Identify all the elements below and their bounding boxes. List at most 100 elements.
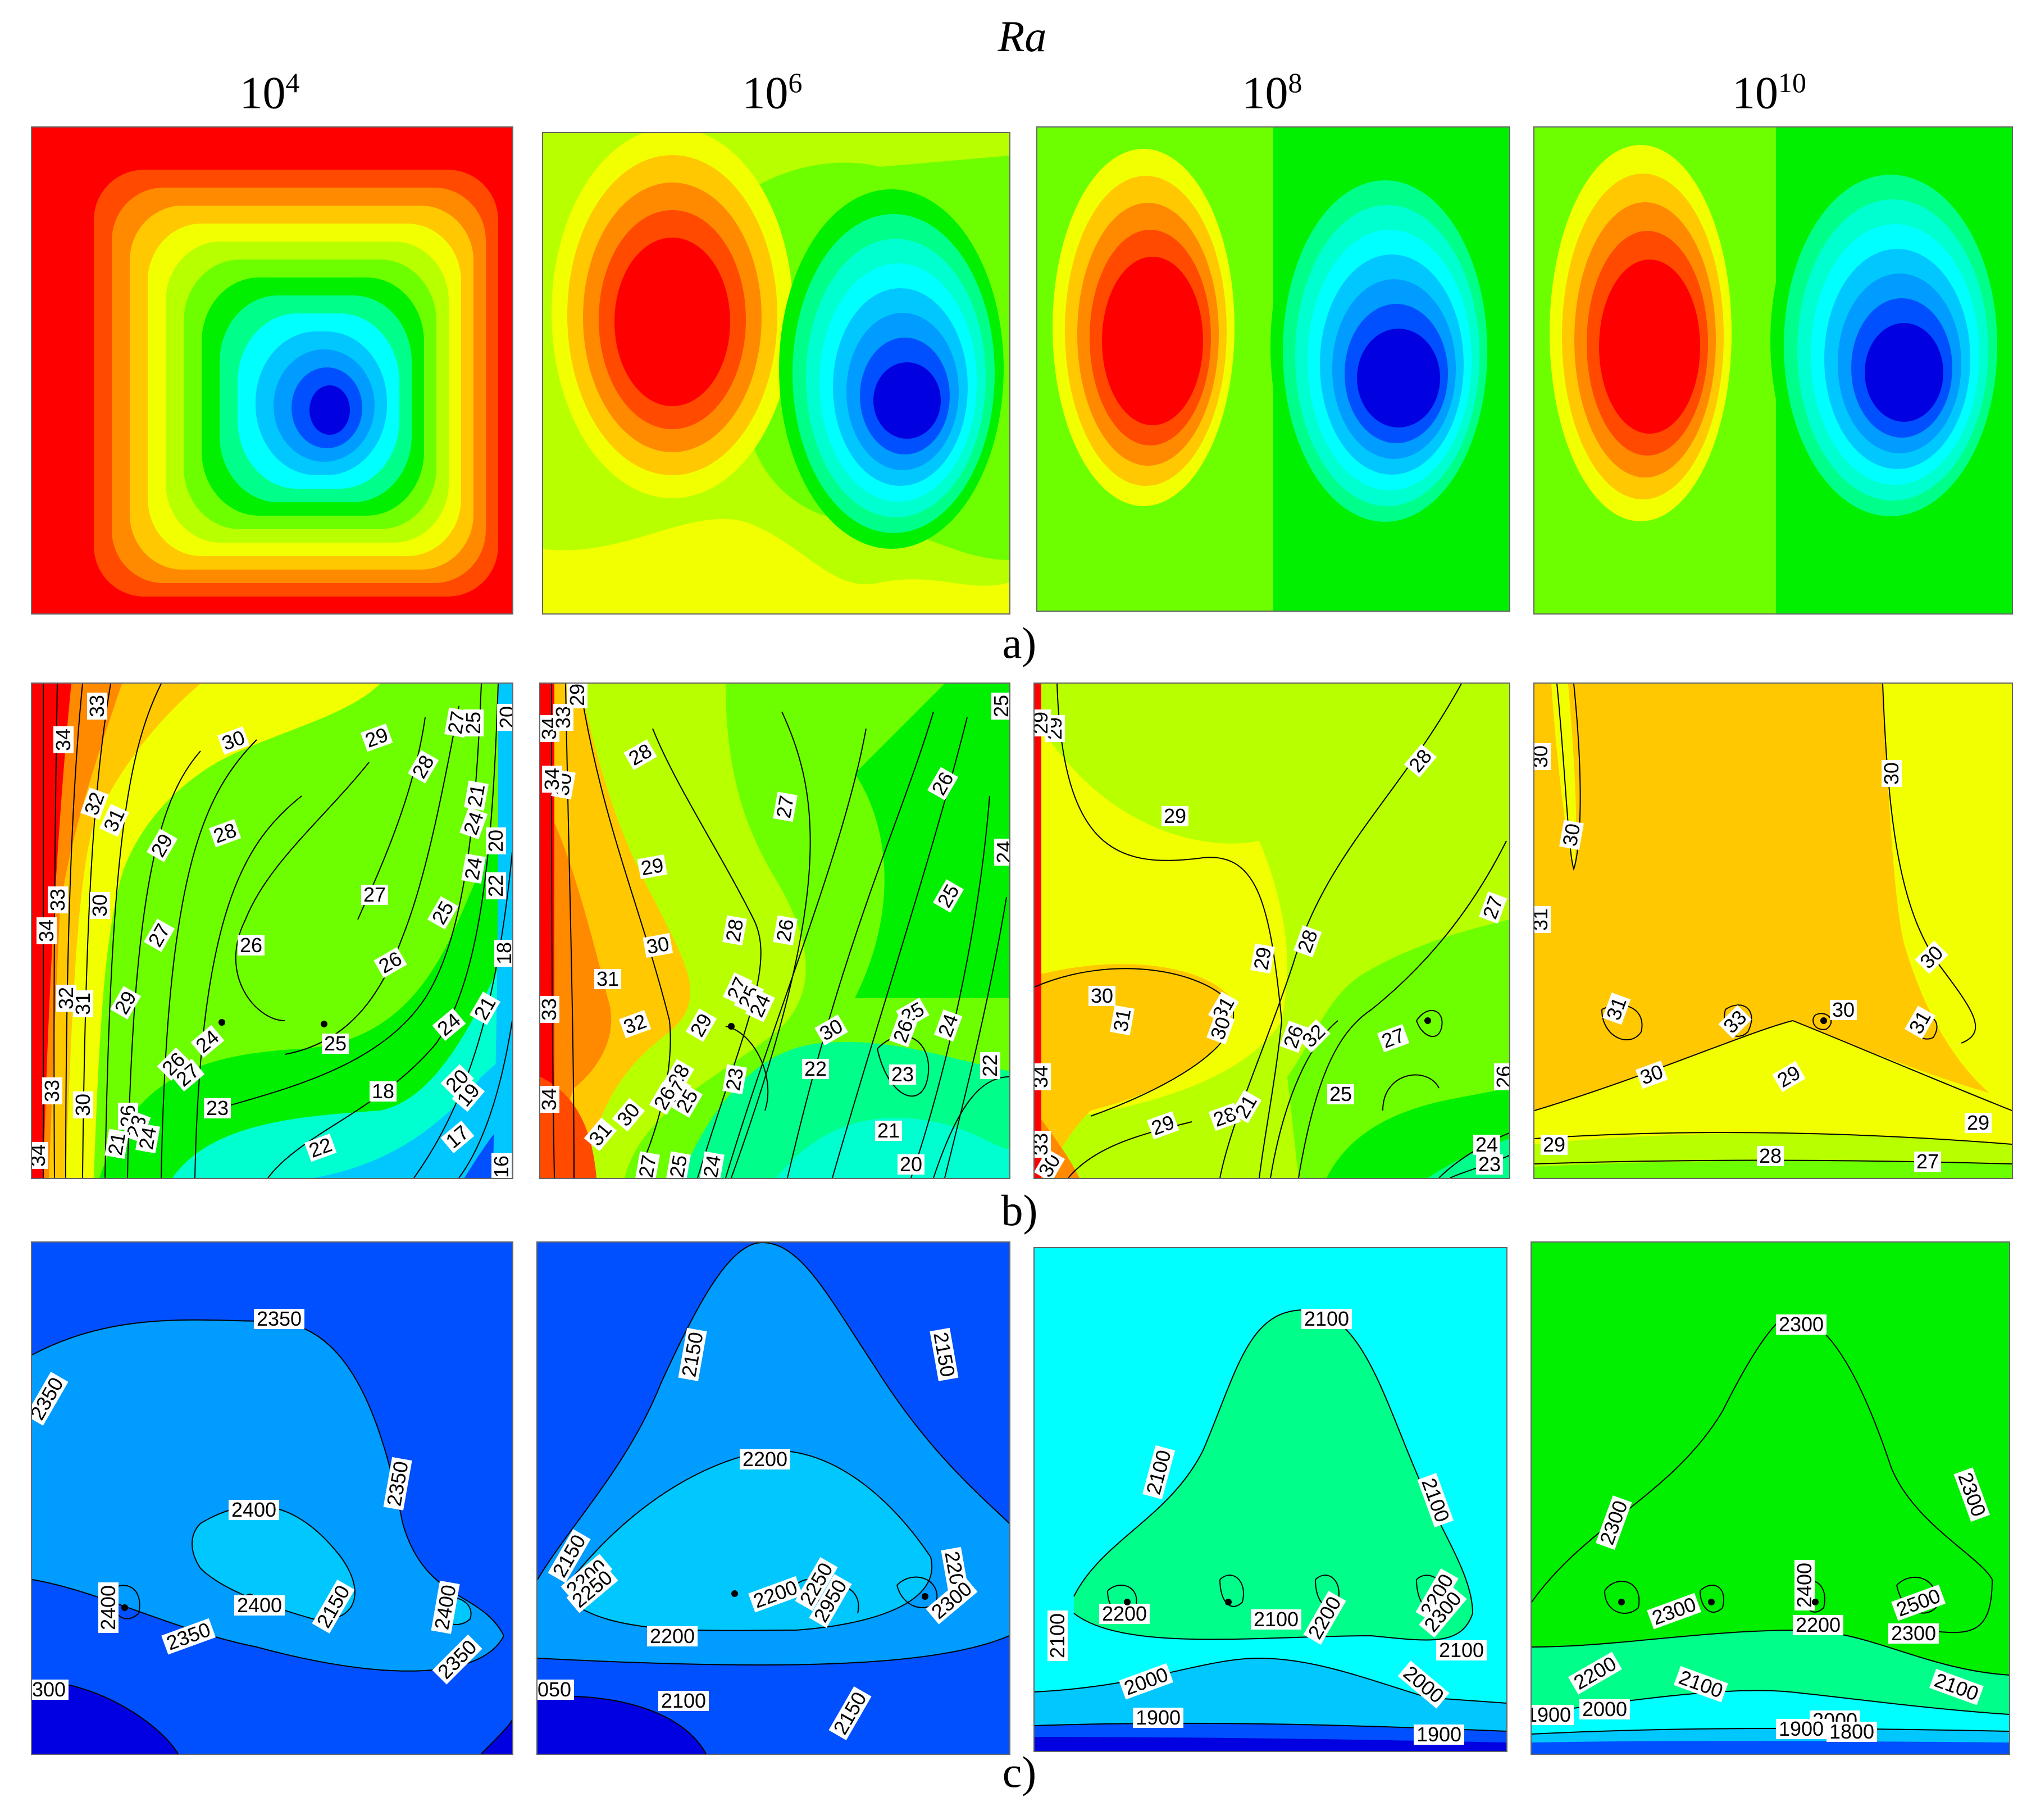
contour-label-bg — [934, 1009, 963, 1042]
contour-label-bg — [1891, 1584, 1946, 1621]
contour-label-bg — [1904, 1005, 1936, 1039]
contour-label-text: 21 — [463, 782, 489, 809]
contour-label-bg — [486, 872, 506, 899]
contour-line — [1604, 1581, 1640, 1614]
contour-label-bg — [1419, 1586, 1467, 1638]
contour-label-bg — [773, 915, 798, 946]
contour-label-bg — [1404, 744, 1437, 778]
contour-label-text: 30 — [1880, 762, 1903, 785]
contour-label-bg — [1476, 1154, 1503, 1175]
contour-label-text: 20 — [495, 706, 512, 729]
contour-label-bg — [991, 693, 1009, 720]
contour-label-bg — [647, 1626, 698, 1646]
contour-label: 30 — [643, 932, 673, 958]
contour-label-bg — [146, 829, 178, 862]
contour-label: 34 — [35, 917, 58, 944]
contour-label: 34 — [32, 1142, 49, 1169]
marker-dot — [1124, 1599, 1131, 1605]
contour-label: 2200 — [1793, 1613, 1843, 1636]
contour-label-bg — [612, 1098, 645, 1132]
contour-label-bg — [1327, 1084, 1354, 1104]
contour-label: 34 — [1035, 1063, 1052, 1090]
contour-label-text: 30 — [71, 1094, 94, 1116]
mid-band — [32, 1320, 504, 1671]
contour-label-text: 30 — [1091, 984, 1113, 1007]
contour-label-text: 28 — [721, 917, 748, 944]
contour-line — [481, 1719, 512, 1754]
contour-label-text: 1900 — [1779, 1717, 1824, 1740]
contour-label-text: 27 — [634, 1153, 661, 1178]
contour-label: 29 — [637, 853, 668, 880]
panel-a-ra-1e8 — [1036, 126, 1510, 612]
contour-label-text: 21 — [103, 1131, 130, 1157]
left-vortex-level-5 — [1599, 260, 1700, 434]
contour-label-text: 1900 — [1532, 1703, 1571, 1726]
contour-label: 2200 — [647, 1625, 698, 1648]
contour-label-text: 29 — [639, 853, 666, 880]
left-vortex-level-5 — [1102, 257, 1203, 425]
contour-label-text: 25 — [990, 695, 1009, 717]
contour-label-text: 20 — [900, 1153, 922, 1176]
contour-label-bg — [238, 935, 265, 956]
contour-label-bg — [1035, 1131, 1051, 1158]
contour-label-bg — [538, 1680, 574, 1700]
panel-b-ra-1e8: 29 28 29 28 29 27 30 31 31 30 26 32 27 25 26 29 28 21 24 23… — [1033, 683, 1510, 1179]
contour-label-text: 2200 — [1796, 1613, 1841, 1636]
contour-label-text: 21 — [877, 1119, 900, 1142]
contour-label-bg — [1793, 1615, 1843, 1635]
contour-label-bg — [740, 1449, 790, 1469]
contour-label-bg — [1647, 1593, 1702, 1630]
contour-label-bg — [623, 739, 657, 771]
contour-label-bg — [1297, 1019, 1331, 1053]
bottom-band-3 — [1534, 1161, 2012, 1178]
contour-line — [787, 711, 934, 1178]
contour-line — [538, 1635, 1009, 1666]
contour-label-bg — [322, 1034, 349, 1054]
contour-label-bg — [722, 915, 747, 946]
contour-label-bg — [635, 1151, 660, 1178]
contour-label: 25 — [322, 1032, 349, 1055]
contour-line — [538, 1243, 1009, 1580]
contour-label-bg — [828, 1686, 872, 1740]
contour-label: 2050 — [538, 1678, 574, 1701]
marker-dot — [728, 1023, 735, 1030]
contour-label-bg — [53, 726, 74, 753]
marker-dot — [1708, 1599, 1715, 1605]
contour-line — [1534, 1132, 2012, 1145]
contour-label: 2100 — [1046, 1610, 1069, 1661]
contour-label-text: 26 — [772, 917, 798, 944]
contour-label-bg — [32, 1680, 69, 1700]
panel-c-ra-1e8: 2100 2100 2100 2100 2200 2100 2200 2200 2300 2100… — [1033, 1247, 1507, 1752]
contour-label-bg — [1757, 1146, 1784, 1166]
marker-dot — [218, 1019, 225, 1026]
panel-b-ra-1e4: 34 33 30 29 28 27 25 20 32 31 29 28 33 30 27 27 26 26 25 24… — [31, 683, 513, 1179]
contour-label-bg — [171, 1058, 205, 1092]
contour-line — [82, 684, 111, 1178]
contour-label: 18 — [493, 940, 512, 967]
contour-label: 1900 — [1532, 1703, 1574, 1726]
contour-label-bg — [926, 1576, 978, 1625]
contour-label: 2100 — [658, 1689, 709, 1712]
contour-label-bg — [1534, 906, 1551, 933]
contour-label-bg — [1673, 1666, 1728, 1703]
contour-label-text: 26 — [240, 934, 262, 957]
contour-label-text: 30 — [1832, 998, 1855, 1021]
contour-label-bg — [1776, 1314, 1827, 1335]
contour-label-bg — [360, 724, 393, 752]
contour-label: 30 — [1088, 984, 1115, 1007]
contour-label: 1900 — [1133, 1706, 1183, 1729]
contour-label: 23 — [1476, 1153, 1503, 1176]
contour-label-text: 1800 — [1829, 1720, 1874, 1743]
bottom-band-4 — [1532, 1741, 2009, 1754]
contour-label-bg — [370, 1081, 397, 1102]
contour-label: 33 — [46, 886, 69, 913]
contour-label-text: 29 — [1967, 1111, 1989, 1134]
contour-label: 20 — [495, 704, 512, 731]
contour-label: 26 — [772, 915, 798, 946]
contour-label-text: 2050 — [538, 1678, 571, 1701]
contour-label-text: 2100 — [1046, 1613, 1069, 1658]
contour-label-bg — [486, 827, 506, 854]
contour-label-bg — [566, 1565, 618, 1613]
